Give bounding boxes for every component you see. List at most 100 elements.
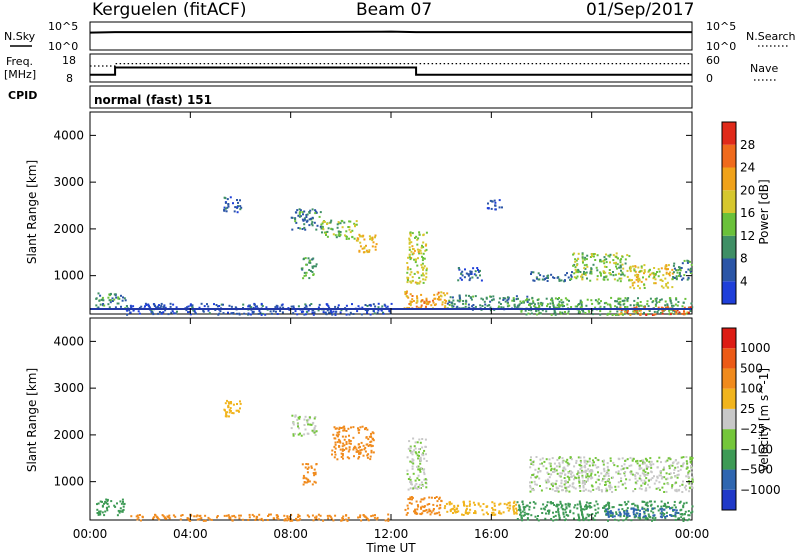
- data-cell: [313, 265, 315, 268]
- data-cell: [494, 208, 497, 211]
- data-cell: [320, 223, 323, 226]
- data-cell: [687, 481, 690, 484]
- data-cell: [649, 516, 652, 519]
- data-cell: [488, 304, 491, 307]
- data-cell: [653, 276, 656, 278]
- data-cell: [334, 234, 337, 237]
- data-cell: [608, 505, 611, 508]
- data-cell: [416, 465, 419, 468]
- data-cell: [555, 505, 558, 508]
- data-cell: [490, 295, 492, 298]
- data-cell: [283, 514, 286, 517]
- data-cell: [585, 271, 588, 274]
- data-cell: [311, 265, 314, 268]
- data-cell: [686, 462, 689, 465]
- data-cell: [256, 305, 258, 308]
- data-cell: [631, 503, 634, 506]
- data-cell: [650, 478, 653, 481]
- data-cell: [567, 310, 570, 313]
- data-cell: [300, 311, 303, 313]
- data-cell: [468, 500, 471, 503]
- data-cell: [596, 275, 599, 278]
- data-cell: [367, 453, 370, 456]
- data-cell: [326, 303, 329, 306]
- data-cell: [341, 454, 344, 457]
- data-cell: [682, 277, 685, 280]
- data-cell: [465, 299, 468, 302]
- data-cell: [685, 488, 688, 491]
- data-cell: [565, 480, 568, 483]
- data-cell: [346, 519, 349, 522]
- data-cell: [536, 517, 539, 520]
- data-cell: [150, 309, 153, 312]
- data-cell: [585, 505, 588, 508]
- data-cell: [305, 481, 308, 484]
- data-cell: [491, 200, 494, 203]
- data-cell: [574, 260, 577, 263]
- data-cell: [589, 256, 592, 258]
- data-cell: [291, 228, 294, 231]
- data-cell: [685, 484, 687, 487]
- data-cell: [407, 447, 410, 450]
- data-cell: [294, 310, 297, 313]
- data-cell: [609, 484, 612, 487]
- data-cell: [541, 309, 544, 312]
- data-cell: [650, 460, 653, 463]
- data-cell: [515, 295, 518, 298]
- data-cell: [420, 304, 423, 307]
- data-cell: [642, 459, 645, 462]
- data-cell: [676, 512, 679, 514]
- data-cell: [464, 305, 467, 308]
- data-cell: [671, 462, 674, 464]
- data-cell: [600, 472, 603, 475]
- data-cell: [305, 463, 308, 465]
- power-colorbar-tick: 8: [740, 252, 748, 266]
- data-cell: [671, 464, 674, 467]
- data-cell: [137, 310, 140, 313]
- data-cell: [555, 510, 558, 513]
- data-cell: [101, 505, 104, 508]
- data-cell: [429, 509, 432, 512]
- data-cell: [404, 508, 407, 511]
- data-cell: [525, 512, 528, 515]
- data-cell: [105, 506, 108, 509]
- data-cell: [416, 264, 419, 267]
- data-cell: [532, 301, 535, 304]
- data-cell: [334, 451, 336, 454]
- data-cell: [418, 479, 421, 481]
- data-cell: [607, 514, 610, 517]
- data-cell: [119, 500, 122, 503]
- time-axis-ticks: 00:00 04:00 08:00 12:00 16:00 20:00 00:00: [73, 112, 709, 541]
- data-cell: [577, 456, 580, 459]
- data-cell: [670, 515, 673, 517]
- data-cell: [96, 503, 98, 506]
- data-cell: [671, 286, 674, 289]
- data-cell: [557, 511, 560, 514]
- data-cell: [456, 305, 459, 308]
- data-cell: [655, 479, 658, 482]
- data-cell: [409, 449, 412, 452]
- data-cell: [102, 304, 105, 307]
- data-cell: [567, 485, 570, 488]
- data-cell: [596, 503, 599, 506]
- data-cell: [605, 301, 608, 304]
- data-cell: [236, 403, 238, 405]
- data-cell: [417, 257, 419, 260]
- data-cell: [662, 468, 665, 471]
- data-cell: [408, 239, 411, 242]
- data-cell: [491, 511, 494, 514]
- data-cell: [634, 515, 637, 518]
- data-cell: [306, 419, 309, 422]
- data-cell: [667, 505, 670, 508]
- data-cell: [648, 269, 651, 272]
- data-cell: [635, 512, 638, 515]
- data-cell: [615, 256, 618, 258]
- data-cell: [411, 295, 414, 297]
- data-cell: [422, 272, 424, 275]
- velocity-colorbar-tick: 25: [740, 402, 755, 416]
- data-cell: [453, 504, 456, 507]
- data-cell: [672, 514, 675, 517]
- data-cell: [405, 292, 408, 294]
- data-cell: [638, 279, 641, 282]
- data-cell: [340, 452, 343, 455]
